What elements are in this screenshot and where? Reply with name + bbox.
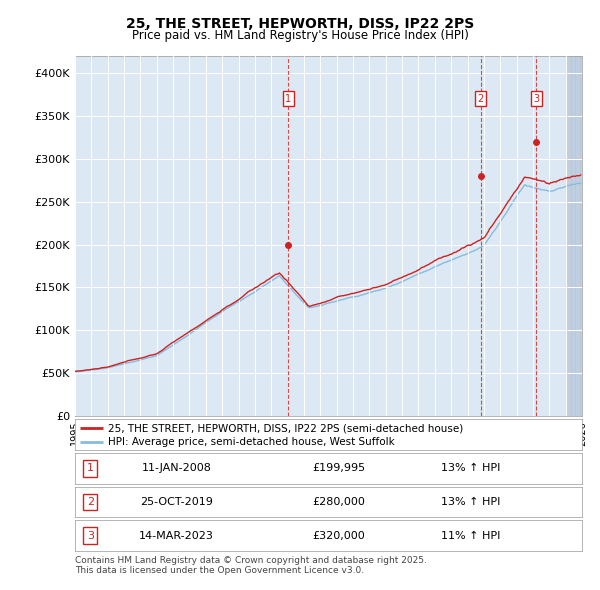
Text: 3: 3 [533,94,539,104]
Text: £320,000: £320,000 [312,531,365,540]
Text: 1: 1 [285,94,291,104]
Text: 11% ↑ HPI: 11% ↑ HPI [441,531,500,540]
Text: 14-MAR-2023: 14-MAR-2023 [139,531,214,540]
Text: 13% ↑ HPI: 13% ↑ HPI [441,464,500,473]
Text: HPI: Average price, semi-detached house, West Suffolk: HPI: Average price, semi-detached house,… [108,437,395,447]
Text: 11-JAN-2008: 11-JAN-2008 [142,464,211,473]
Text: 1: 1 [87,464,94,473]
Text: 3: 3 [87,531,94,540]
Text: £280,000: £280,000 [312,497,365,507]
Text: 13% ↑ HPI: 13% ↑ HPI [441,497,500,507]
Text: 25-OCT-2019: 25-OCT-2019 [140,497,213,507]
Text: Price paid vs. HM Land Registry's House Price Index (HPI): Price paid vs. HM Land Registry's House … [131,30,469,42]
Text: 2: 2 [86,497,94,507]
Text: £199,995: £199,995 [312,464,365,473]
Bar [566,56,590,416]
Text: Contains HM Land Registry data © Crown copyright and database right 2025.
This d: Contains HM Land Registry data © Crown c… [75,556,427,575]
Text: 25, THE STREET, HEPWORTH, DISS, IP22 2PS (semi-detached house): 25, THE STREET, HEPWORTH, DISS, IP22 2PS… [108,423,463,433]
Text: 2: 2 [478,94,484,104]
Text: 25, THE STREET, HEPWORTH, DISS, IP22 2PS: 25, THE STREET, HEPWORTH, DISS, IP22 2PS [126,17,474,31]
